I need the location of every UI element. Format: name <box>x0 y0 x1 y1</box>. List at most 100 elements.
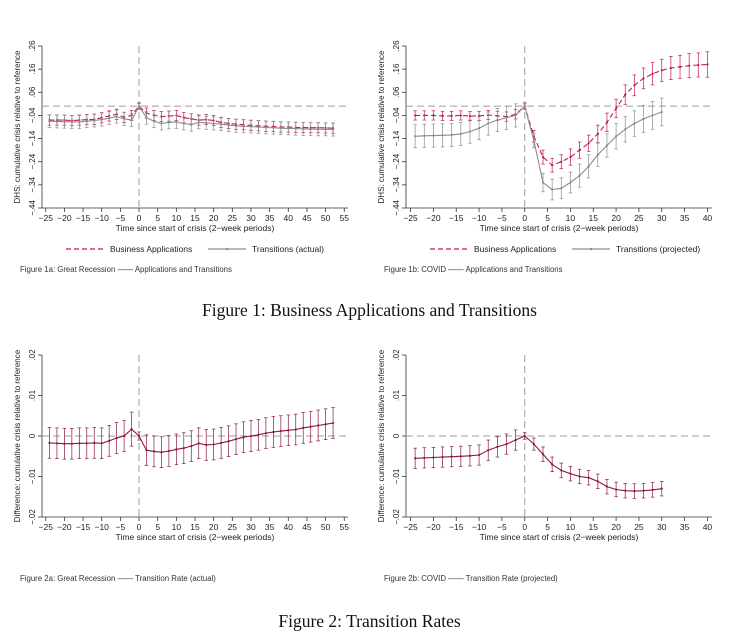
x-axis-title: Time since start of crisis (2−week perio… <box>116 223 275 233</box>
x-tick-label: 45 <box>302 522 312 532</box>
data-point <box>651 72 654 75</box>
data-point <box>122 434 126 438</box>
x-tick-label: 40 <box>703 213 713 223</box>
x-tick-label: −5 <box>497 522 507 532</box>
x-tick-label: 20 <box>209 522 219 532</box>
y-tick-label: −.04 <box>28 107 37 123</box>
data-point <box>532 443 535 446</box>
data-point <box>70 120 73 124</box>
data-point <box>182 447 185 450</box>
x-tick-label: 15 <box>190 213 200 223</box>
data-point <box>249 434 253 438</box>
x-tick-label: −5 <box>116 522 126 532</box>
data-point <box>596 132 599 136</box>
data-point <box>505 443 508 446</box>
chart-panel-1b: .26 .16 .06 −.04 −.14 −.24 −.34 −.44 −25 −20 −15 −1… <box>372 36 727 286</box>
x-tick-label: −10 <box>472 213 487 223</box>
data-point <box>182 122 185 125</box>
data-point <box>167 449 170 453</box>
data-point <box>514 114 517 117</box>
x-tick-label: 30 <box>246 213 256 223</box>
x-tick-label: −20 <box>57 213 72 223</box>
y-tick-label: .26 <box>28 40 37 52</box>
y-tick-label: 0 <box>392 433 401 438</box>
data-point <box>432 134 435 137</box>
x-tick-label: 15 <box>589 213 599 223</box>
data-point <box>468 115 472 118</box>
x-tick-label: 10 <box>172 213 182 223</box>
x-tick-label: −15 <box>449 213 464 223</box>
data-point <box>302 127 305 130</box>
data-point <box>93 441 96 444</box>
data-point <box>279 430 282 433</box>
data-point <box>234 438 238 441</box>
data-point <box>605 144 609 147</box>
y-tick-label: .16 <box>392 63 401 75</box>
data-point <box>614 107 618 110</box>
x-tick-label: 30 <box>657 522 667 532</box>
data-point <box>633 84 636 87</box>
data-point <box>212 122 215 125</box>
data-point <box>587 476 590 479</box>
x-tick-label: 55 <box>340 213 350 223</box>
y-tick-label: 0 <box>28 433 37 438</box>
data-point <box>569 181 572 184</box>
y-tick-label: −.01 <box>28 468 37 484</box>
data-point <box>624 489 627 492</box>
y-tick-label: −.34 <box>392 176 401 192</box>
chart-caption: Figure 2b: COVID —— Transition Rate (pro… <box>384 574 558 583</box>
x-tick-label: −25 <box>39 213 54 223</box>
y-tick-label: .01 <box>28 389 37 401</box>
data-point <box>514 438 517 442</box>
y-tick-label: .06 <box>392 86 401 98</box>
data-point <box>551 164 554 167</box>
x-tick-label: 25 <box>634 522 644 532</box>
x-tick-label: 0 <box>137 213 142 223</box>
data-point <box>220 123 223 126</box>
data-point <box>651 488 654 491</box>
data-point <box>477 127 481 130</box>
figure-2-title: Figure 2: Transition Rates <box>278 611 461 631</box>
data-point <box>167 121 170 124</box>
x-tick-label: 5 <box>155 213 160 223</box>
y-axis-title: DHS: cumulative crisis relative to refer… <box>13 50 22 203</box>
data-point <box>560 187 563 190</box>
data-point <box>205 121 208 124</box>
data-point <box>450 133 453 136</box>
data-point <box>294 428 297 431</box>
data-point <box>487 122 490 125</box>
data-point <box>234 124 238 127</box>
x-tick-label: −10 <box>94 522 109 532</box>
data-point <box>660 110 663 114</box>
data-point <box>100 118 103 121</box>
chart-caption: Figure 2a: Great Recession —— Transition… <box>20 574 216 583</box>
data-point <box>279 127 282 130</box>
data-point <box>55 120 59 123</box>
data-point <box>624 93 627 96</box>
y-tick-label: −.01 <box>392 468 401 484</box>
x-tick-label: 40 <box>284 213 294 223</box>
chart-panel-2b: .02 .01 0 −.01 −.02 −25 −20 −15 −10 −5 0 5 10 15 20 25 3… <box>372 345 727 595</box>
y-tick-label: −.44 <box>392 200 401 216</box>
data-point <box>651 114 654 117</box>
x-tick-label: −20 <box>426 522 441 532</box>
y-tick-label: −.02 <box>28 509 37 525</box>
data-point <box>560 469 563 472</box>
data-point <box>302 426 305 429</box>
data-point <box>505 116 508 119</box>
y-tick-label: .02 <box>392 349 401 361</box>
data-point <box>523 434 526 438</box>
legend-marker <box>225 247 229 251</box>
x-tick-label: −5 <box>497 213 507 223</box>
data-point <box>441 134 444 137</box>
chart-caption: Figure 1b: COVID —— Applications and Tra… <box>384 265 563 274</box>
data-point <box>100 442 103 445</box>
chart-svg: .26 .16 .06 −.04 −.14 −.24 −.34 −.44−25 −20 −15 −1… <box>13 40 350 274</box>
y-tick-label: .16 <box>28 63 37 75</box>
y-tick-label: −.34 <box>28 176 37 192</box>
data-point <box>190 445 193 448</box>
data-point <box>205 443 208 447</box>
data-point <box>175 448 178 451</box>
data-point <box>459 132 462 136</box>
chart-panel-1a: .26 .16 .06 −.04 −.14 −.24 −.34 −.44 −25 −20 −15 −1… <box>8 36 363 286</box>
